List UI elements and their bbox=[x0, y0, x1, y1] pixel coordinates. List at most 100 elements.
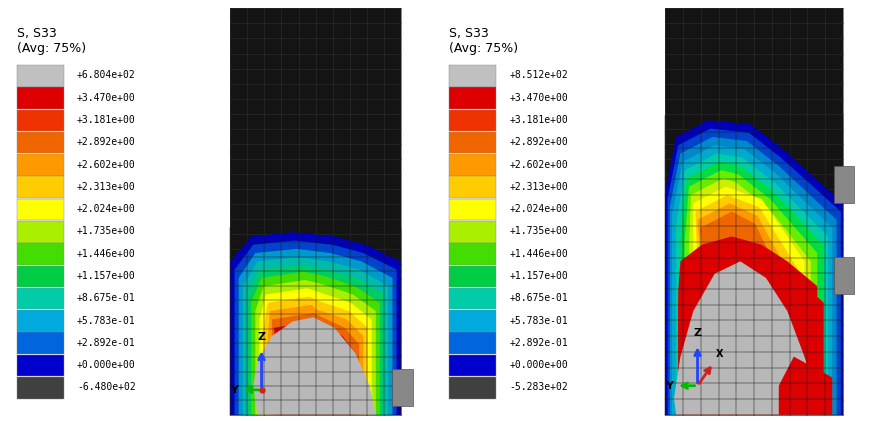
Text: +2.024e+00: +2.024e+00 bbox=[509, 204, 568, 214]
Polygon shape bbox=[230, 232, 401, 415]
Bar bbox=[665, 8, 843, 415]
Text: +1.157e+00: +1.157e+00 bbox=[77, 271, 136, 281]
Bar bbox=[17, 132, 65, 154]
Text: Z: Z bbox=[693, 328, 702, 338]
Polygon shape bbox=[255, 280, 376, 415]
Bar bbox=[450, 65, 497, 87]
Bar bbox=[450, 377, 497, 399]
Text: +8.512e+02: +8.512e+02 bbox=[509, 70, 568, 80]
Text: +6.804e+02: +6.804e+02 bbox=[77, 70, 136, 80]
Text: +3.470e+00: +3.470e+00 bbox=[509, 93, 568, 103]
Text: +2.313e+00: +2.313e+00 bbox=[77, 182, 136, 192]
Text: X: X bbox=[716, 349, 723, 359]
Polygon shape bbox=[253, 317, 376, 415]
Polygon shape bbox=[247, 266, 384, 415]
Polygon shape bbox=[674, 261, 821, 415]
Bar bbox=[835, 257, 854, 295]
Polygon shape bbox=[665, 120, 843, 415]
Polygon shape bbox=[672, 145, 832, 415]
Text: S, S33: S, S33 bbox=[450, 27, 489, 40]
Bar bbox=[17, 354, 65, 376]
Text: +2.892e-01: +2.892e-01 bbox=[77, 338, 136, 348]
Bar bbox=[17, 154, 65, 176]
Text: +1.735e+00: +1.735e+00 bbox=[77, 226, 136, 237]
Bar bbox=[835, 166, 854, 203]
Text: +1.735e+00: +1.735e+00 bbox=[509, 226, 568, 237]
Text: +2.892e+00: +2.892e+00 bbox=[509, 137, 568, 147]
Polygon shape bbox=[670, 137, 836, 415]
Text: -6.480e+02: -6.480e+02 bbox=[77, 382, 136, 392]
Bar bbox=[450, 354, 497, 376]
Polygon shape bbox=[684, 170, 817, 415]
Bar bbox=[17, 377, 65, 399]
Text: -5.283e+02: -5.283e+02 bbox=[509, 382, 568, 392]
Text: (Avg: 75%): (Avg: 75%) bbox=[17, 43, 86, 56]
Bar bbox=[450, 221, 497, 242]
Text: S, S33: S, S33 bbox=[17, 27, 57, 40]
Polygon shape bbox=[264, 296, 368, 415]
Text: +2.602e+00: +2.602e+00 bbox=[77, 160, 136, 170]
Polygon shape bbox=[696, 195, 798, 415]
Text: +5.783e-01: +5.783e-01 bbox=[77, 316, 136, 325]
Bar bbox=[450, 199, 497, 220]
Bar bbox=[17, 199, 65, 220]
Text: +2.024e+00: +2.024e+00 bbox=[77, 204, 136, 214]
Bar bbox=[17, 310, 65, 332]
Polygon shape bbox=[259, 288, 372, 415]
Text: +0.000e+00: +0.000e+00 bbox=[509, 360, 568, 370]
Text: +2.602e+00: +2.602e+00 bbox=[509, 160, 568, 170]
Bar bbox=[450, 266, 497, 287]
Bar bbox=[393, 369, 413, 406]
Text: (Avg: 75%): (Avg: 75%) bbox=[450, 43, 519, 56]
Bar bbox=[17, 288, 65, 309]
Polygon shape bbox=[689, 179, 811, 415]
Polygon shape bbox=[677, 154, 828, 415]
Text: +3.470e+00: +3.470e+00 bbox=[77, 93, 136, 103]
Polygon shape bbox=[680, 162, 824, 415]
Polygon shape bbox=[678, 245, 824, 415]
Bar bbox=[17, 221, 65, 242]
Polygon shape bbox=[272, 313, 359, 415]
Polygon shape bbox=[251, 272, 380, 415]
Polygon shape bbox=[268, 305, 363, 415]
Bar bbox=[450, 310, 497, 332]
Text: +1.446e+00: +1.446e+00 bbox=[77, 249, 136, 259]
Polygon shape bbox=[235, 240, 396, 415]
Bar bbox=[17, 266, 65, 287]
Bar bbox=[17, 243, 65, 265]
Text: +5.783e-01: +5.783e-01 bbox=[509, 316, 568, 325]
Bar bbox=[450, 176, 497, 198]
Polygon shape bbox=[668, 129, 841, 415]
Text: +2.313e+00: +2.313e+00 bbox=[509, 182, 568, 192]
Text: Y: Y bbox=[230, 385, 237, 395]
Bar bbox=[17, 332, 65, 354]
Text: +0.000e+00: +0.000e+00 bbox=[77, 360, 136, 370]
Bar bbox=[450, 243, 497, 265]
Text: Y: Y bbox=[665, 381, 673, 391]
Text: Z: Z bbox=[258, 332, 265, 342]
Polygon shape bbox=[779, 357, 832, 415]
Bar bbox=[230, 8, 401, 415]
Text: +3.181e+00: +3.181e+00 bbox=[77, 115, 136, 125]
Bar bbox=[450, 154, 497, 176]
Polygon shape bbox=[698, 203, 792, 415]
Polygon shape bbox=[678, 237, 817, 415]
Text: +2.892e-01: +2.892e-01 bbox=[509, 338, 568, 348]
Polygon shape bbox=[243, 257, 388, 415]
Bar bbox=[17, 109, 65, 131]
Text: +1.446e+00: +1.446e+00 bbox=[509, 249, 568, 259]
Text: +1.157e+00: +1.157e+00 bbox=[509, 271, 568, 281]
Bar bbox=[450, 109, 497, 131]
Bar bbox=[450, 332, 497, 354]
Bar bbox=[450, 132, 497, 154]
Bar bbox=[450, 288, 497, 309]
Bar bbox=[17, 176, 65, 198]
Text: +8.675e-01: +8.675e-01 bbox=[509, 293, 568, 303]
Polygon shape bbox=[238, 249, 393, 415]
Text: +8.675e-01: +8.675e-01 bbox=[77, 293, 136, 303]
Polygon shape bbox=[274, 322, 355, 415]
Bar bbox=[17, 87, 65, 109]
Bar bbox=[450, 87, 497, 109]
Text: +3.181e+00: +3.181e+00 bbox=[509, 115, 568, 125]
Polygon shape bbox=[699, 211, 785, 415]
